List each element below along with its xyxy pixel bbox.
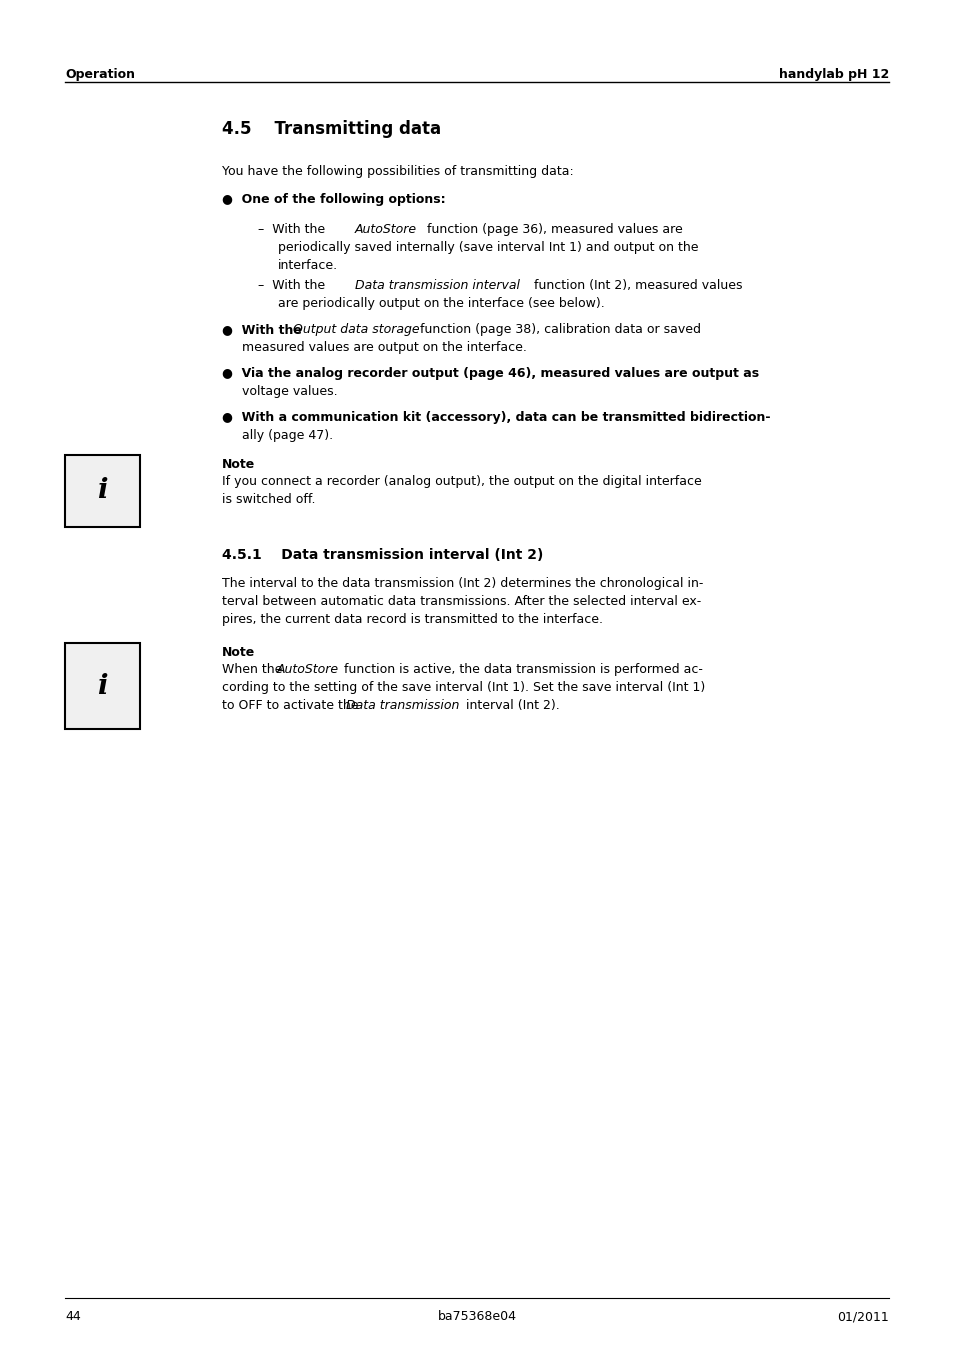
Text: i: i (97, 673, 108, 700)
Text: 4.5.1    Data transmission interval (Int 2): 4.5.1 Data transmission interval (Int 2) (222, 549, 543, 562)
Text: handylab pH 12: handylab pH 12 (778, 68, 888, 81)
Text: ba75368e04: ba75368e04 (437, 1310, 516, 1323)
Text: function (page 36), measured values are: function (page 36), measured values are (422, 223, 682, 236)
Text: Data transmission: Data transmission (346, 698, 459, 712)
Text: Note: Note (222, 646, 255, 659)
Text: ●  One of the following options:: ● One of the following options: (222, 193, 445, 205)
Text: ●  Via the analog recorder output (page 46), measured values are output as: ● Via the analog recorder output (page 4… (222, 367, 759, 380)
Text: Operation: Operation (65, 68, 135, 81)
Text: ally (page 47).: ally (page 47). (242, 430, 333, 442)
Text: periodically saved internally (save interval Int 1) and output on the: periodically saved internally (save inte… (277, 240, 698, 254)
Text: 44: 44 (65, 1310, 81, 1323)
Text: function (Int 2), measured values: function (Int 2), measured values (530, 280, 741, 292)
Text: voltage values.: voltage values. (242, 385, 337, 399)
Text: 01/2011: 01/2011 (837, 1310, 888, 1323)
Text: You have the following possibilities of transmitting data:: You have the following possibilities of … (222, 165, 573, 178)
Text: measured values are output on the interface.: measured values are output on the interf… (242, 340, 526, 354)
Text: pires, the current data record is transmitted to the interface.: pires, the current data record is transm… (222, 613, 602, 626)
Text: AutoStore: AutoStore (355, 223, 416, 236)
Text: ●  With a communication kit (accessory), data can be transmitted bidirection-: ● With a communication kit (accessory), … (222, 411, 770, 424)
Text: i: i (97, 477, 108, 504)
Text: If you connect a recorder (analog output), the output on the digital interface: If you connect a recorder (analog output… (222, 476, 701, 488)
Text: –  With the: – With the (257, 280, 329, 292)
Text: The interval to the data transmission (Int 2) determines the chronological in-: The interval to the data transmission (I… (222, 577, 702, 590)
Text: AutoStore: AutoStore (276, 663, 338, 676)
Text: terval between automatic data transmissions. After the selected interval ex-: terval between automatic data transmissi… (222, 594, 700, 608)
Text: Note: Note (222, 458, 255, 471)
Text: interface.: interface. (277, 259, 337, 272)
Text: Data transmission interval: Data transmission interval (355, 280, 519, 292)
Text: is switched off.: is switched off. (222, 493, 315, 507)
Text: ●  With the: ● With the (222, 323, 306, 336)
Text: function is active, the data transmission is performed ac-: function is active, the data transmissio… (339, 663, 702, 676)
Text: are periodically output on the interface (see below).: are periodically output on the interface… (277, 297, 604, 309)
Text: 4.5    Transmitting data: 4.5 Transmitting data (222, 120, 440, 138)
Bar (65, 643, 140, 730)
Text: to OFF to activate the: to OFF to activate the (222, 698, 362, 712)
Text: When the: When the (222, 663, 286, 676)
Text: interval (Int 2).: interval (Int 2). (461, 698, 559, 712)
Text: function (page 38), calibration data or saved: function (page 38), calibration data or … (416, 323, 700, 336)
Bar (65, 455, 140, 527)
Text: –  With the: – With the (257, 223, 329, 236)
Text: Output data storage: Output data storage (293, 323, 419, 336)
Text: cording to the setting of the save interval (Int 1). Set the save interval (Int : cording to the setting of the save inter… (222, 681, 704, 694)
